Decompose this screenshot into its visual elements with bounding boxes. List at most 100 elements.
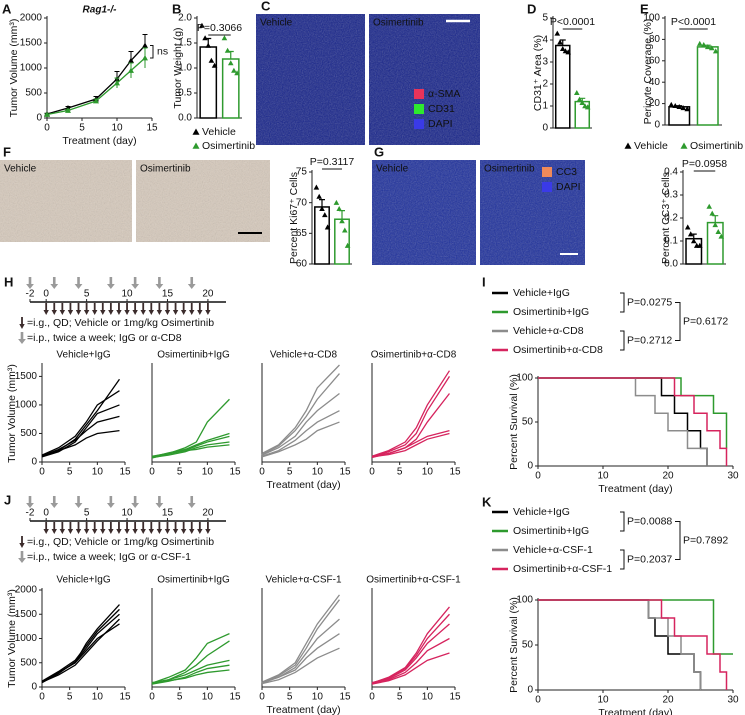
dose-arrow (26, 496, 34, 508)
x-tick-label: 10 (111, 123, 123, 134)
stain-swatch (414, 104, 424, 114)
y-axis-label: Pericyte Coverage (%) (642, 19, 654, 125)
y-tick-label: 1000 (15, 400, 38, 411)
y-tick-label: 0 (542, 123, 548, 134)
data-point (202, 35, 208, 41)
data-point (208, 57, 215, 63)
stain-label: DAPI (428, 118, 453, 130)
p-value: P=0.2712 (627, 334, 672, 346)
y-tick-label: 40 (649, 77, 661, 88)
y-tick-label: 65 (296, 228, 308, 239)
series-line (261, 410, 340, 457)
dose-arrow (132, 303, 138, 315)
bracket (620, 292, 625, 313)
y-axis-label: Tumor Volume (mm³) (6, 364, 18, 463)
x-axis-label: Treatment (day) (598, 707, 672, 715)
dose-arrow (180, 522, 187, 534)
data-point (672, 102, 679, 108)
x-tick-label: 0 (39, 692, 45, 703)
x-tick-label: 5 (177, 692, 183, 703)
y-axis-label: Tumor Volume (mm³) (6, 589, 18, 688)
x-tick-label: 15 (162, 289, 174, 300)
y-tick-label: 2 (542, 79, 548, 90)
dose-arrow (156, 522, 163, 534)
micrograph-texture (480, 160, 585, 265)
bracket (620, 511, 625, 532)
series-line (41, 390, 120, 456)
series-line (261, 647, 340, 685)
stain-label: α-SMA (428, 88, 460, 100)
series-line (261, 599, 340, 684)
dose-arrow (140, 303, 146, 315)
legend-marker (192, 128, 200, 135)
y-tick-label: 1 (542, 101, 548, 112)
y-axis-label: Percent Ki67⁺ Cells (288, 172, 300, 264)
series-line (151, 444, 230, 457)
y-tick-label: 0.3 (664, 190, 678, 201)
annotation: P<0.0001 (671, 16, 716, 28)
data-point (712, 48, 719, 54)
series-line (151, 659, 230, 684)
data-point (554, 30, 561, 36)
bracket (150, 45, 154, 59)
series-line (41, 613, 120, 684)
x-tick-label: 5 (84, 508, 90, 519)
dose-arrow (124, 522, 130, 534)
y-tick-label: 70 (296, 197, 308, 208)
data-point (342, 227, 348, 233)
data-point (93, 98, 99, 104)
y-tick-label: 100 (516, 595, 533, 606)
legend-label: =i.p., twice a week; IgG or α-CSF-1 (27, 551, 191, 563)
series-line (261, 633, 340, 683)
dose-arrow (156, 303, 163, 315)
series-line (371, 606, 450, 684)
series-line (371, 623, 450, 685)
x-tick-label: -2 (26, 508, 35, 519)
dose-arrow (74, 277, 83, 289)
x-tick-label: 0 (39, 467, 45, 478)
data-point (696, 242, 703, 248)
survival-curve (538, 599, 702, 690)
panel-title: Osimertinib+IgG (157, 575, 230, 586)
dose-arrow (108, 522, 114, 534)
dose-arrow (189, 303, 195, 315)
x-tick-label: 20 (202, 508, 214, 519)
data-point (690, 238, 697, 244)
panel-label: I (482, 274, 486, 289)
series-line (371, 637, 450, 684)
data-point (676, 104, 683, 110)
dose-arrow (100, 522, 106, 534)
dose-arrow (164, 303, 171, 315)
x-tick-label: 10 (312, 467, 324, 478)
panel-label: F (3, 144, 11, 159)
dose-arrow (67, 303, 74, 315)
x-tick-label: 15 (449, 467, 461, 478)
panel-title: Osimertinib+α-CSF-1 (366, 575, 461, 586)
series-line (41, 604, 120, 683)
x-tick-label: 5 (397, 467, 403, 478)
legend-label: Osimertinib+α-CD8 (513, 344, 603, 356)
y-tick-label: 500 (20, 657, 37, 668)
data-point (316, 193, 322, 199)
legend-label: Vehicle (202, 126, 236, 138)
dose-arrow (83, 522, 90, 534)
x-tick-label: 15 (449, 692, 461, 703)
x-axis-label: Treatment (day) (598, 483, 672, 495)
x-tick-label: 10 (597, 471, 609, 482)
data-point (114, 80, 120, 86)
legend-label: Osimertinib+IgG (513, 525, 589, 537)
y-tick-label: 0 (31, 682, 37, 693)
error-bar (712, 215, 719, 223)
dose-arrow (197, 522, 203, 534)
legend-label: Osimertinib+α-CSF-1 (513, 563, 612, 575)
dose-arrow (189, 522, 195, 534)
x-tick-label: 5 (397, 692, 403, 703)
series-line (151, 435, 230, 459)
data-point (696, 40, 703, 46)
p-value: P=0.0275 (627, 296, 672, 308)
dose-arrow (75, 522, 82, 534)
x-tick-label: 15 (119, 467, 131, 478)
data-point (718, 233, 725, 239)
stain-swatch (414, 119, 424, 129)
series-line (371, 429, 450, 457)
